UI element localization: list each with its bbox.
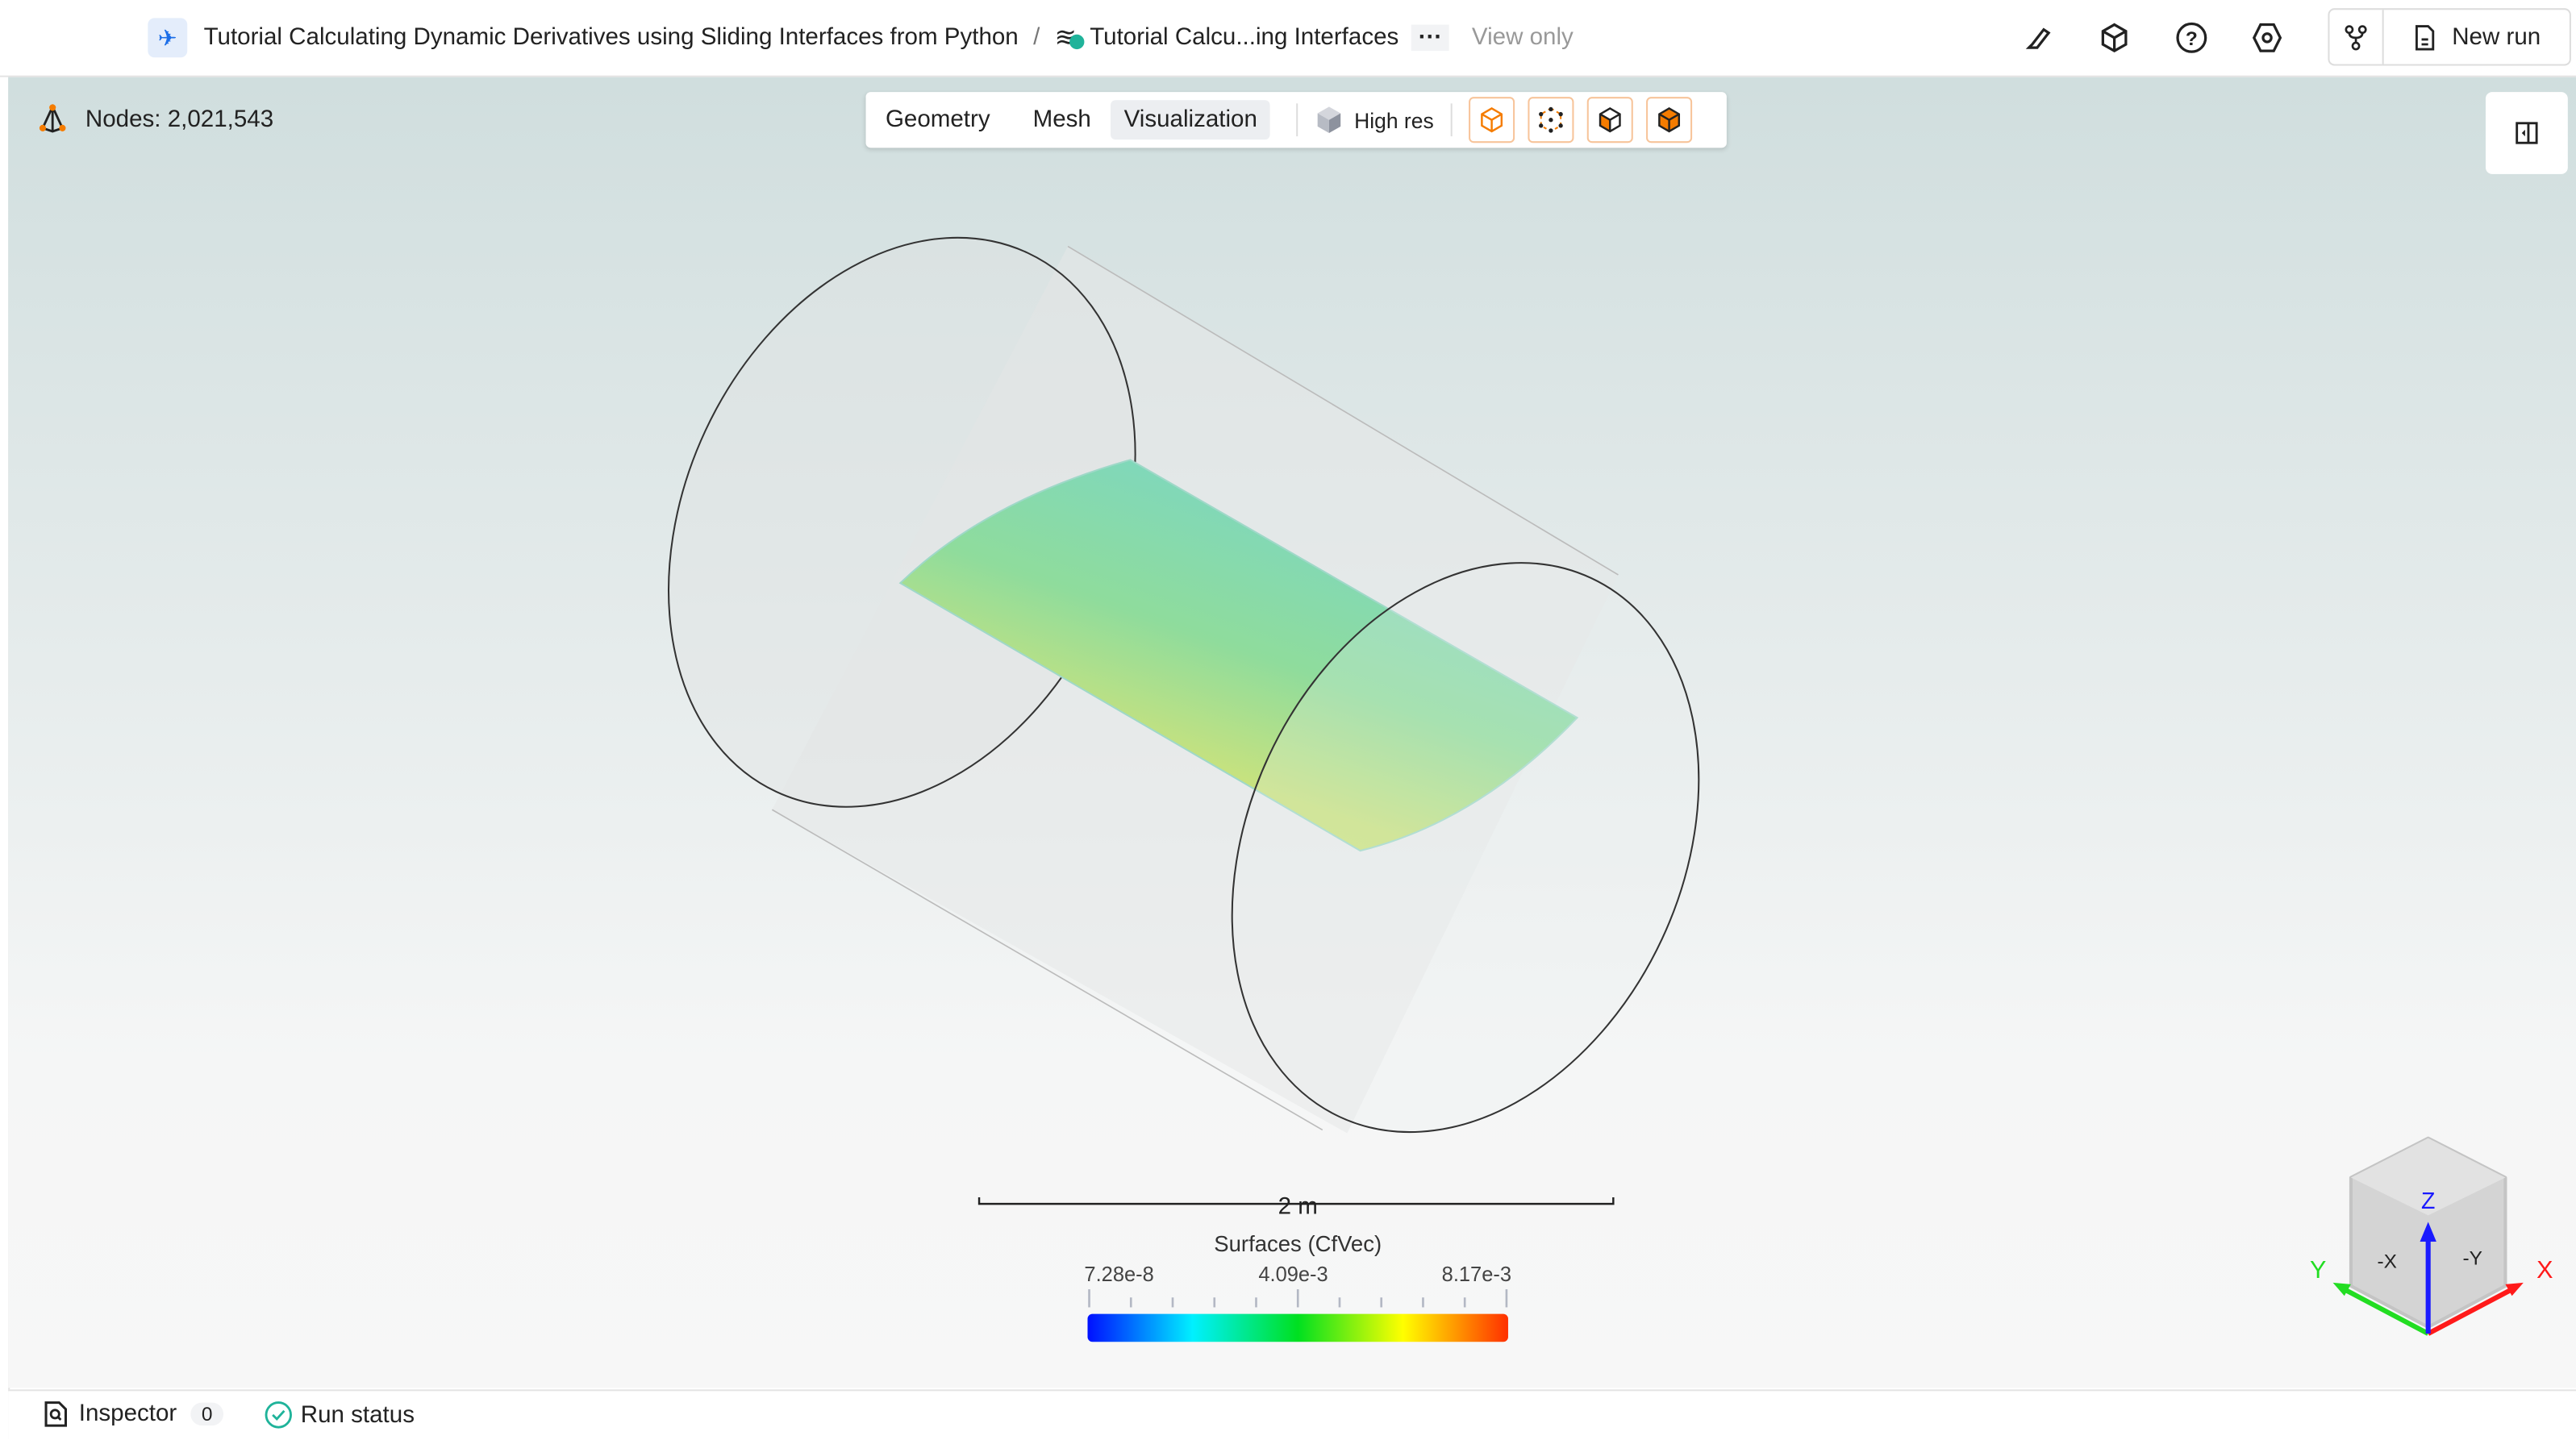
new-run-label: New run <box>2452 23 2541 51</box>
mesh-icon <box>39 104 66 133</box>
svg-text:?: ? <box>2186 28 2198 50</box>
color-bar <box>1087 1313 1508 1342</box>
tab-mesh[interactable]: Mesh <box>1032 106 1091 133</box>
legend-min: 7.28e-8 <box>1084 1263 1154 1286</box>
3d-viewport[interactable] <box>8 77 2576 1388</box>
run-status-tab[interactable]: Run status <box>265 1401 415 1430</box>
y-axis-label: Y <box>2310 1256 2326 1284</box>
legend-max: 8.17e-3 <box>1441 1263 1512 1286</box>
cube-solid-icon <box>1657 107 1680 133</box>
view-solid-button[interactable] <box>1645 97 1692 144</box>
legend-ticks <box>1088 1289 1508 1308</box>
cube-outline-icon <box>1480 107 1503 133</box>
divider <box>1296 103 1298 137</box>
resolution-dropdown[interactable]: High res <box>1315 105 1434 135</box>
scale-label: 2 m <box>1278 1193 1318 1221</box>
cylinder-edge-bottom <box>771 809 1323 1131</box>
bottom-bar: Inspector 0 Run status <box>8 1389 2576 1440</box>
cube-points-icon <box>1538 106 1563 133</box>
view-points-button[interactable] <box>1527 97 1574 144</box>
help-icon[interactable]: ? <box>2170 16 2213 59</box>
view-outline-button[interactable] <box>1468 97 1515 144</box>
cube-shaded-icon <box>1318 106 1341 133</box>
cube-icon[interactable] <box>2093 16 2136 59</box>
divider <box>1450 103 1453 137</box>
x-axis-label: X <box>2536 1256 2553 1284</box>
access-label: View only <box>1471 24 1574 52</box>
breadcrumb: ✈ Tutorial Calculating Dynamic Derivativ… <box>148 18 1574 58</box>
toggle-panel-button[interactable] <box>2485 92 2568 174</box>
inspector-icon <box>44 1401 68 1427</box>
inspector-count-badge: 0 <box>190 1402 224 1426</box>
fork-button[interactable] <box>2329 10 2384 65</box>
x-axis <box>2427 1285 2517 1336</box>
color-legend: 2 m Surfaces (CfVec) 7.28e-8 4.09e-3 8.1… <box>920 1193 1676 1342</box>
settings-icon[interactable] <box>2246 16 2289 59</box>
run-status-label: Run status <box>300 1401 415 1429</box>
fork-icon <box>2345 24 2367 50</box>
cylinder-end-right <box>1231 562 1700 1134</box>
pencil-icon[interactable] <box>2017 16 2060 59</box>
cube-face-neg-x[interactable]: -X <box>2378 1251 2397 1273</box>
top-bar: ✈ Tutorial Calculating Dynamic Derivativ… <box>0 0 2576 77</box>
tab-geometry[interactable]: Geometry <box>885 106 990 133</box>
plane-icon: ✈ <box>148 18 188 58</box>
project-title-link[interactable]: Tutorial Calculating Dynamic Derivatives… <box>203 24 1019 52</box>
panel-collapse-icon <box>2516 122 2538 144</box>
run-button-group: New run <box>2328 8 2571 66</box>
inspector-label: Inspector <box>78 1400 177 1428</box>
inspector-tab[interactable]: Inspector 0 <box>44 1400 224 1428</box>
tab-visualization[interactable]: Visualization <box>1111 100 1271 140</box>
cube-half-icon <box>1599 107 1621 133</box>
check-circle-icon <box>265 1401 292 1429</box>
case-title-link[interactable]: Tutorial Calcu...ing Interfaces <box>1090 24 1399 52</box>
resolution-label: High res <box>1354 107 1434 132</box>
more-button[interactable]: ··· <box>1411 24 1449 52</box>
y-axis <box>2340 1285 2430 1336</box>
cube-face-top-label: Z <box>2421 1188 2435 1214</box>
nodes-count: Nodes: 2,021,543 <box>36 103 273 136</box>
cube-face-neg-y[interactable]: -Y <box>2462 1247 2482 1269</box>
document-icon <box>2414 24 2434 50</box>
breadcrumb-separator: / <box>1033 24 1040 52</box>
cylinder-edge-top <box>1067 245 1619 576</box>
viewer-toolbar: Geometry Mesh Visualization High res <box>865 92 1727 148</box>
wing-surface <box>898 459 1579 852</box>
flow-case-icon: ≋ <box>1055 21 1085 54</box>
legend-title: Surfaces (CfVec) <box>1214 1231 1382 1257</box>
legend-mid: 4.09e-3 <box>1258 1263 1328 1286</box>
orientation-gizmo[interactable]: Z -X -Y Y X <box>2292 1134 2571 1347</box>
scene[interactable] <box>8 77 2576 1388</box>
view-half-button[interactable] <box>1586 97 1633 144</box>
scale-bar <box>977 1197 1615 1205</box>
new-run-button[interactable]: New run <box>2384 10 2570 64</box>
nodes-label: Nodes: 2,021,543 <box>85 106 274 133</box>
